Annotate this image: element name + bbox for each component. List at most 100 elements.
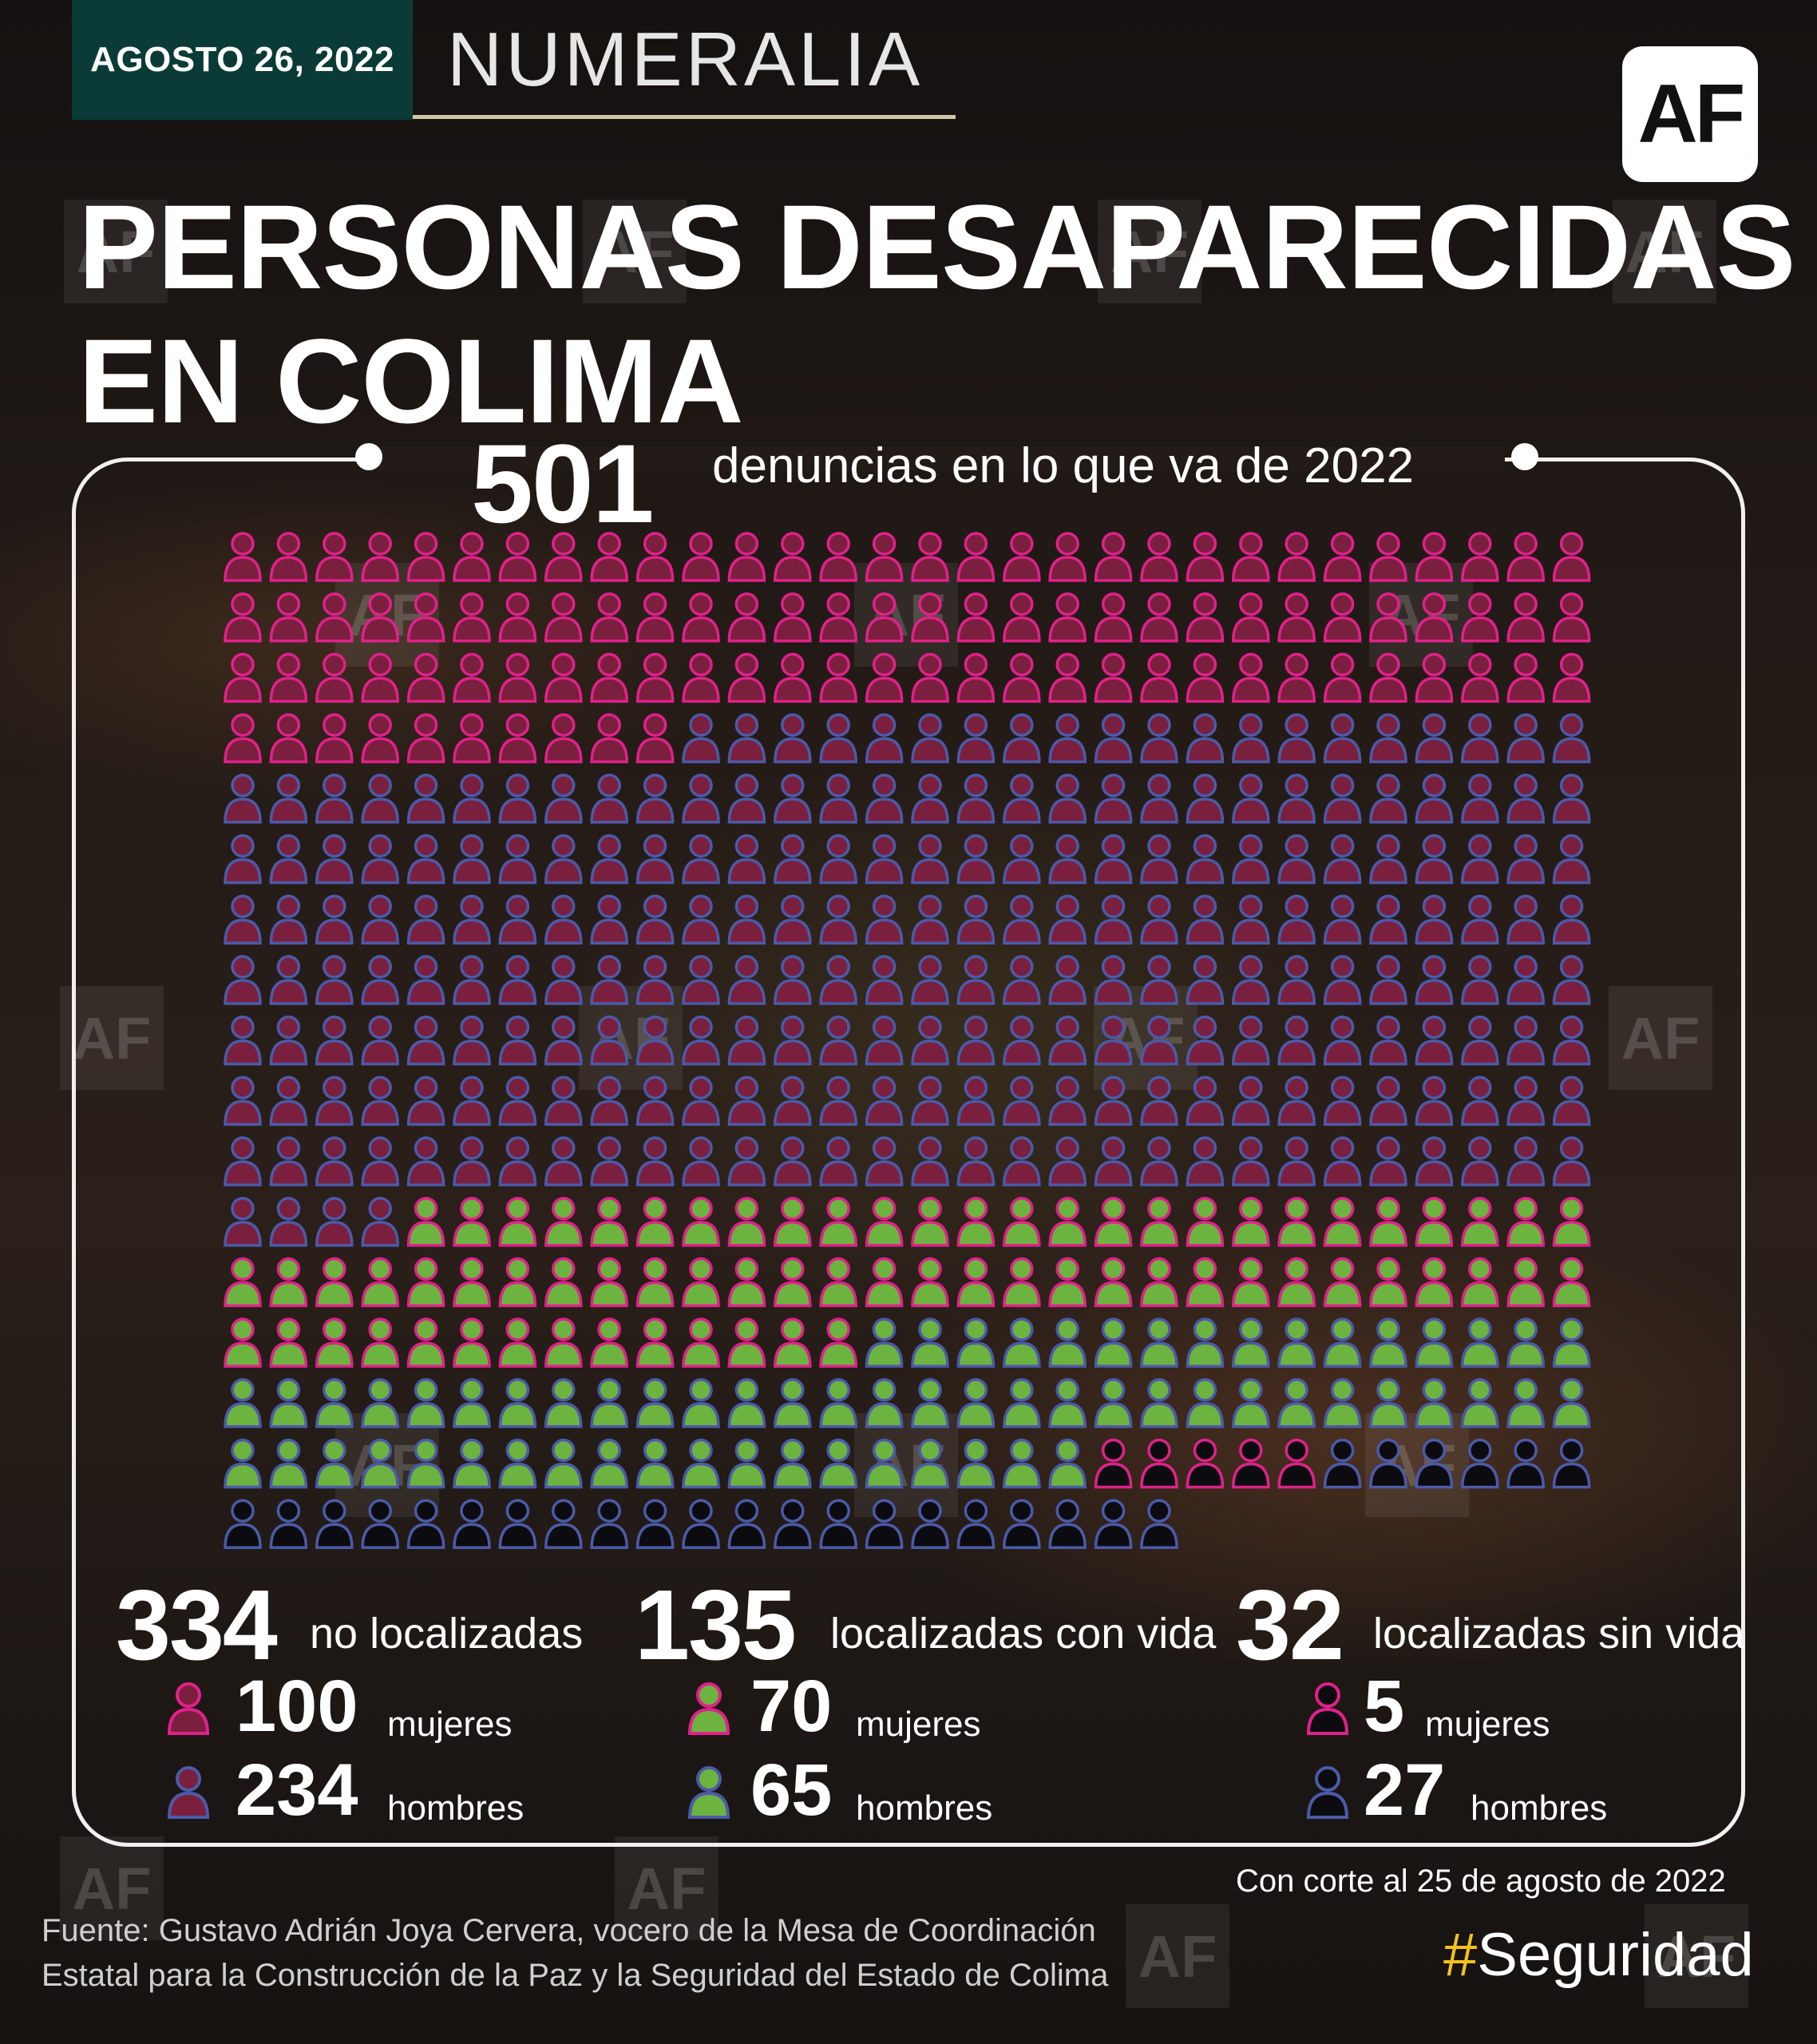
- person-icon: [269, 1015, 308, 1066]
- person-icon: [1094, 1378, 1133, 1428]
- person-icon: [1506, 1378, 1545, 1428]
- person-icon: [1552, 774, 1591, 824]
- person-icon: [453, 1317, 491, 1368]
- person-icon: [453, 532, 491, 582]
- person-icon: [361, 894, 399, 945]
- person-icon: [453, 1015, 491, 1066]
- person-icon: [1186, 955, 1225, 1005]
- source-line-1: Fuente: Gustavo Adrián Joya Cervera, voc…: [42, 1913, 1096, 1948]
- hashtag: #Seguridad: [1443, 1920, 1754, 1990]
- person-icon: [315, 532, 354, 582]
- person-icon: [956, 652, 996, 703]
- person-icon: [1003, 1317, 1041, 1368]
- person-icon: [682, 652, 720, 703]
- person-icon: [1277, 1257, 1316, 1308]
- person-icon: [453, 774, 491, 824]
- person-icon: [1277, 1317, 1316, 1368]
- person-icon: [1552, 1257, 1591, 1308]
- person-icon: [1140, 1196, 1178, 1247]
- person-icon: [1552, 1075, 1591, 1127]
- person-icon: [361, 652, 399, 703]
- person-icon: [453, 652, 491, 703]
- person-icon: [865, 1317, 904, 1368]
- person-icon: [498, 652, 537, 703]
- person-icon: [1415, 1196, 1454, 1247]
- person-icon: [1506, 834, 1545, 885]
- person-icon: [727, 1317, 766, 1368]
- person-icon: [498, 1075, 537, 1127]
- person-icon: [1552, 1136, 1591, 1186]
- person-icon: [635, 1438, 675, 1489]
- person-icon: [635, 1378, 675, 1428]
- person-icon: [1369, 834, 1407, 885]
- person-icon: [406, 1136, 445, 1186]
- person-icon: [682, 1075, 720, 1127]
- person-icon: [1461, 1378, 1499, 1428]
- person-icon: [224, 1499, 262, 1549]
- person-icon: [1140, 1378, 1178, 1428]
- person-icon: [956, 834, 996, 885]
- person-icon: [1048, 713, 1087, 763]
- person-icon: [635, 1015, 675, 1066]
- person-icon: [498, 592, 537, 643]
- person-icon: [727, 713, 766, 763]
- person-icon: [315, 1075, 354, 1127]
- person-icon: [269, 1499, 308, 1549]
- person-icon: [1048, 1196, 1087, 1247]
- person-icon: [819, 1136, 857, 1186]
- person-icon: [1003, 1136, 1041, 1186]
- person-icon: [544, 1136, 583, 1186]
- person-icon: [727, 1438, 766, 1489]
- person-icon: [498, 1136, 537, 1186]
- person-icon: [911, 1136, 949, 1186]
- stat-men-label: hombres: [1471, 1788, 1608, 1828]
- person-icon: [1552, 1317, 1591, 1368]
- person-icon: [498, 713, 537, 763]
- person-icon: [1323, 1257, 1362, 1308]
- person-icon: [1094, 894, 1133, 945]
- person-icon: [911, 652, 949, 703]
- person-icon: [1048, 1438, 1087, 1489]
- person-icon: [1461, 1015, 1499, 1066]
- person-icon: [498, 1499, 537, 1549]
- person-icon: [819, 1196, 857, 1247]
- title-line-2: EN COLIMA: [78, 314, 744, 448]
- person-icon: [361, 1015, 399, 1066]
- person-icon: [544, 1438, 583, 1489]
- person-icon: [1003, 1015, 1041, 1066]
- person-icon: [865, 1196, 904, 1247]
- person-icon: [1094, 592, 1133, 643]
- person-icon: [774, 1015, 812, 1066]
- person-icon: [956, 1136, 996, 1186]
- person-icon: [406, 713, 445, 763]
- person-icon: [269, 834, 308, 885]
- person-icon: [1048, 592, 1087, 643]
- person-icon: [1323, 592, 1362, 643]
- person-icon: [1048, 532, 1087, 582]
- person-icon: [1003, 1196, 1041, 1247]
- person-icon: [453, 955, 491, 1005]
- person-icon: [1048, 1499, 1087, 1549]
- person-icon: [682, 1196, 720, 1247]
- person-icon: [819, 774, 857, 824]
- person-icon: [865, 532, 904, 582]
- person-icon: [544, 1196, 583, 1247]
- person-icon: [727, 652, 766, 703]
- person-icon: [498, 1378, 537, 1428]
- person-icon: [1094, 1499, 1133, 1549]
- person-icon: [865, 1438, 904, 1489]
- person-icon: [406, 1378, 445, 1428]
- person-icon: [865, 955, 904, 1005]
- person-icon: [956, 1317, 996, 1368]
- person-icon: [361, 1136, 399, 1186]
- person-icon: [269, 713, 308, 763]
- person-icon: [1140, 1499, 1178, 1549]
- person-icon: [269, 955, 308, 1005]
- person-icon: [911, 1196, 949, 1247]
- person-icon: [774, 1257, 812, 1308]
- person-icon: [1369, 1378, 1407, 1428]
- person-icon: [269, 1075, 308, 1127]
- person-icon: [1552, 955, 1591, 1005]
- person-icon: [1186, 1257, 1225, 1308]
- person-icon: [727, 1257, 766, 1308]
